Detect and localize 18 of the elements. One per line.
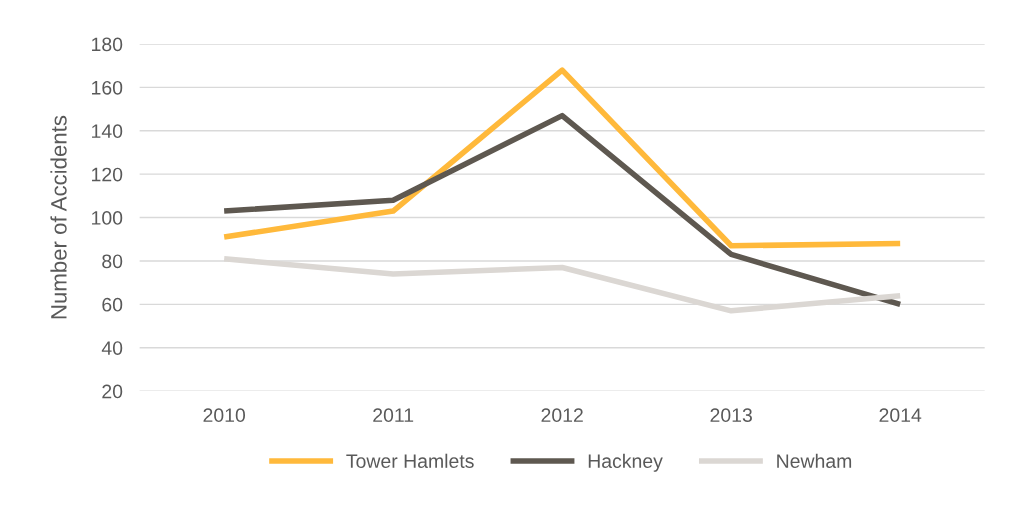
x-tick-label: 2013	[710, 408, 752, 423]
y-tick-label: 120	[92, 167, 123, 182]
x-tick-label: 2010	[203, 408, 246, 423]
legend-label: Tower Hamlets	[346, 453, 474, 468]
y-tick-label: 160	[92, 80, 123, 95]
y-tick-label: 60	[102, 297, 123, 312]
y-tick-label: 20	[102, 384, 123, 399]
y-tick-label: 180	[92, 37, 123, 52]
y-tick-label: 140	[92, 124, 123, 139]
legend-label: Hackney	[588, 453, 663, 472]
x-tick-label: 2014	[879, 408, 922, 423]
y-tick-label: 80	[102, 254, 123, 269]
y-tick-label: 100	[92, 211, 123, 225]
y-axis-title: Number of Accidents	[50, 115, 67, 319]
x-tick-label: 2011	[373, 408, 414, 423]
y-tick-label: 40	[101, 341, 123, 355]
x-tick-label: 2012	[541, 408, 583, 423]
legend-label: Newham	[777, 453, 852, 468]
